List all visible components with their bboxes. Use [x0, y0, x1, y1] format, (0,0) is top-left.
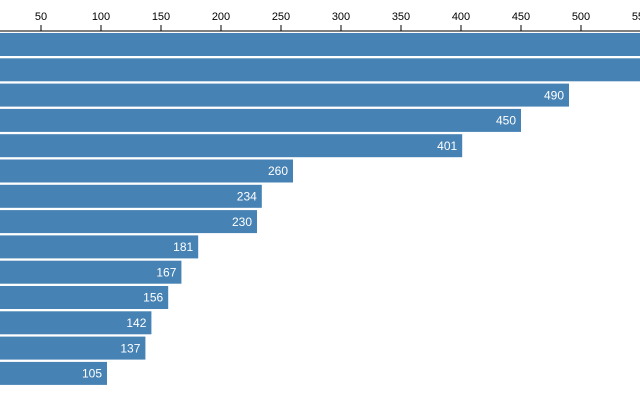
- bar: [0, 33, 640, 56]
- value-label: 142: [126, 316, 146, 330]
- bar: [0, 184, 262, 208]
- value-label: 181: [173, 240, 193, 254]
- bar: [0, 159, 293, 183]
- value-label: 105: [82, 367, 102, 381]
- x-tick-label: 450: [512, 11, 530, 23]
- x-tick-label: 300: [332, 11, 350, 23]
- x-tick-label: 100: [92, 11, 110, 23]
- x-tick-label: 200: [212, 11, 230, 23]
- value-label: 401: [437, 139, 457, 153]
- bar: [0, 134, 463, 158]
- bar: [0, 336, 146, 360]
- x-tick-label: 550: [632, 11, 640, 23]
- x-tick-label: 350: [392, 11, 410, 23]
- value-label: 450: [496, 114, 516, 128]
- bar: [0, 260, 182, 284]
- bar: [0, 210, 257, 234]
- bar: [0, 58, 640, 82]
- bar: [0, 235, 199, 259]
- x-tick-label: 500: [572, 11, 590, 23]
- value-label: 137: [120, 341, 140, 355]
- value-label: 156: [143, 291, 163, 305]
- value-label: 234: [237, 189, 257, 203]
- value-label: 167: [156, 265, 176, 279]
- x-tick-label: 150: [152, 11, 170, 23]
- value-label: 230: [232, 215, 252, 229]
- value-label: 490: [544, 88, 564, 102]
- x-tick-label: 50: [35, 11, 47, 23]
- bar: [0, 361, 107, 385]
- value-label: 260: [268, 164, 288, 178]
- bar: [0, 311, 152, 335]
- x-tick-label: 400: [452, 11, 470, 23]
- bar: [0, 108, 521, 132]
- bar: [0, 286, 169, 309]
- x-tick-label: 250: [272, 11, 290, 23]
- bar: [0, 83, 569, 107]
